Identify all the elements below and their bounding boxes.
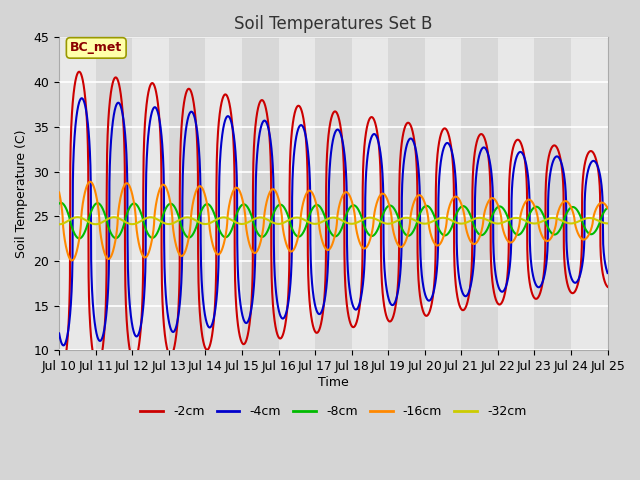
-16cm xyxy=(68,258,76,264)
-4cm xyxy=(534,284,542,290)
-4cm xyxy=(266,132,274,138)
-32cm xyxy=(55,221,63,227)
-4cm xyxy=(604,270,611,276)
-8cm xyxy=(290,229,298,235)
Bar xyxy=(132,37,169,350)
Bar xyxy=(388,37,425,350)
-32cm xyxy=(150,215,158,221)
Bar xyxy=(96,37,132,350)
-8cm xyxy=(604,205,611,211)
-8cm xyxy=(55,201,63,206)
-16cm xyxy=(86,179,94,185)
-8cm xyxy=(593,226,601,231)
-32cm xyxy=(604,220,611,226)
Bar xyxy=(169,37,205,350)
Bar xyxy=(425,37,461,350)
-4cm xyxy=(593,162,601,168)
-2cm xyxy=(57,370,65,375)
-2cm xyxy=(151,84,159,89)
Text: BC_met: BC_met xyxy=(70,41,122,54)
-32cm xyxy=(593,217,601,223)
Line: -16cm: -16cm xyxy=(59,182,607,261)
Bar xyxy=(498,37,534,350)
Bar xyxy=(534,37,571,350)
-32cm xyxy=(266,218,273,224)
-2cm xyxy=(534,295,542,300)
-16cm xyxy=(290,247,298,252)
Line: -4cm: -4cm xyxy=(59,98,607,346)
Bar xyxy=(205,37,242,350)
-16cm xyxy=(604,205,611,211)
Bar xyxy=(571,37,607,350)
Line: -2cm: -2cm xyxy=(59,72,607,372)
-16cm xyxy=(118,189,126,194)
Bar xyxy=(59,37,96,350)
-4cm xyxy=(60,343,67,348)
-4cm xyxy=(151,104,159,110)
Bar xyxy=(278,37,315,350)
Line: -32cm: -32cm xyxy=(59,217,607,224)
-32cm xyxy=(534,220,541,226)
-2cm xyxy=(290,116,298,121)
Y-axis label: Soil Temperature (C): Soil Temperature (C) xyxy=(15,130,28,258)
-8cm xyxy=(76,236,83,241)
Bar xyxy=(242,37,278,350)
Bar xyxy=(351,37,388,350)
-16cm xyxy=(151,212,159,217)
Legend: -2cm, -4cm, -8cm, -16cm, -32cm: -2cm, -4cm, -8cm, -16cm, -32cm xyxy=(136,400,531,423)
-2cm xyxy=(604,284,611,290)
-16cm xyxy=(593,204,601,210)
-16cm xyxy=(55,190,63,195)
-2cm xyxy=(118,103,126,108)
-4cm xyxy=(78,96,86,101)
X-axis label: Time: Time xyxy=(318,376,349,389)
Line: -8cm: -8cm xyxy=(59,203,607,239)
-4cm xyxy=(118,108,126,114)
-2cm xyxy=(55,368,63,373)
-32cm xyxy=(74,214,81,220)
Bar xyxy=(461,37,498,350)
-32cm xyxy=(118,217,125,223)
Bar xyxy=(315,37,351,350)
-8cm xyxy=(266,223,274,228)
-16cm xyxy=(266,190,274,195)
-2cm xyxy=(266,139,274,144)
-16cm xyxy=(534,217,542,223)
-4cm xyxy=(290,156,298,162)
Title: Soil Temperatures Set B: Soil Temperatures Set B xyxy=(234,15,433,33)
-8cm xyxy=(57,200,65,206)
-8cm xyxy=(151,234,159,240)
-32cm xyxy=(289,215,297,221)
-8cm xyxy=(118,227,126,233)
-8cm xyxy=(534,204,542,210)
-4cm xyxy=(55,331,63,336)
-2cm xyxy=(76,69,83,74)
-2cm xyxy=(593,161,601,167)
